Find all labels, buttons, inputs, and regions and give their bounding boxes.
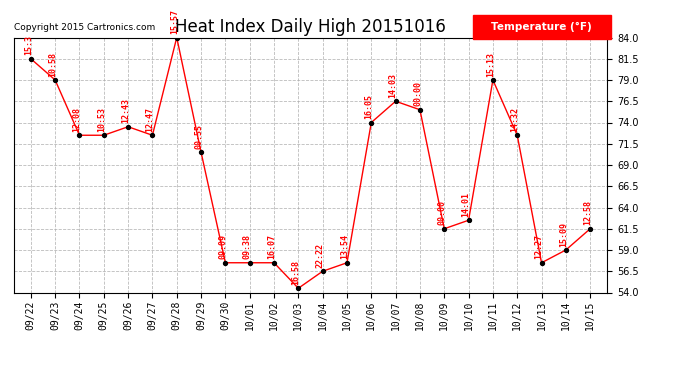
Text: 13:54: 13:54: [340, 234, 349, 260]
Text: 12:43: 12:43: [121, 98, 130, 123]
Text: 10:53: 10:53: [97, 107, 106, 132]
Text: 09:09: 09:09: [219, 234, 228, 260]
Point: [195, 149, 206, 155]
Text: 15:09: 15:09: [559, 222, 568, 247]
Text: 15:13: 15:13: [486, 52, 495, 76]
Point: [74, 132, 85, 138]
Point: [268, 260, 279, 266]
Text: 12:47: 12:47: [146, 107, 155, 132]
Point: [147, 132, 158, 138]
Text: 00:00: 00:00: [413, 81, 422, 106]
Text: 15:3: 15:3: [24, 35, 33, 56]
Text: 12:58: 12:58: [583, 200, 592, 225]
Text: 00:00: 00:00: [437, 200, 446, 225]
Point: [317, 268, 328, 274]
Point: [50, 77, 61, 83]
Text: 14:32: 14:32: [511, 107, 520, 132]
Text: 16:58: 16:58: [291, 260, 300, 285]
Text: Copyright 2015 Cartronics.com: Copyright 2015 Cartronics.com: [14, 23, 155, 32]
Point: [293, 285, 304, 291]
Point: [342, 260, 353, 266]
Text: 16:05: 16:05: [364, 94, 373, 119]
Text: 15:57: 15:57: [170, 9, 179, 34]
Text: 12:08: 12:08: [72, 107, 81, 132]
Point: [487, 77, 498, 83]
Text: Temperature (°F): Temperature (°F): [491, 22, 592, 32]
Point: [463, 217, 474, 223]
Text: 10:58: 10:58: [48, 52, 57, 76]
Point: [220, 260, 231, 266]
Point: [123, 124, 134, 130]
Point: [98, 132, 109, 138]
Text: 16:07: 16:07: [267, 234, 276, 260]
Text: 12:27: 12:27: [535, 234, 544, 260]
Point: [536, 260, 547, 266]
Point: [366, 120, 377, 126]
Text: 09:38: 09:38: [243, 234, 252, 260]
Point: [584, 226, 595, 232]
Text: 22:22: 22:22: [316, 243, 325, 268]
Point: [390, 98, 401, 104]
Point: [439, 226, 450, 232]
Text: 00:55: 00:55: [194, 124, 203, 149]
Point: [560, 247, 571, 253]
Point: [171, 34, 182, 40]
Text: 14:01: 14:01: [462, 192, 471, 217]
Point: [26, 56, 37, 62]
Point: [512, 132, 523, 138]
Point: [415, 107, 426, 113]
Title: Heat Index Daily High 20151016: Heat Index Daily High 20151016: [175, 18, 446, 36]
Text: 14:03: 14:03: [388, 73, 397, 98]
Point: [244, 260, 255, 266]
